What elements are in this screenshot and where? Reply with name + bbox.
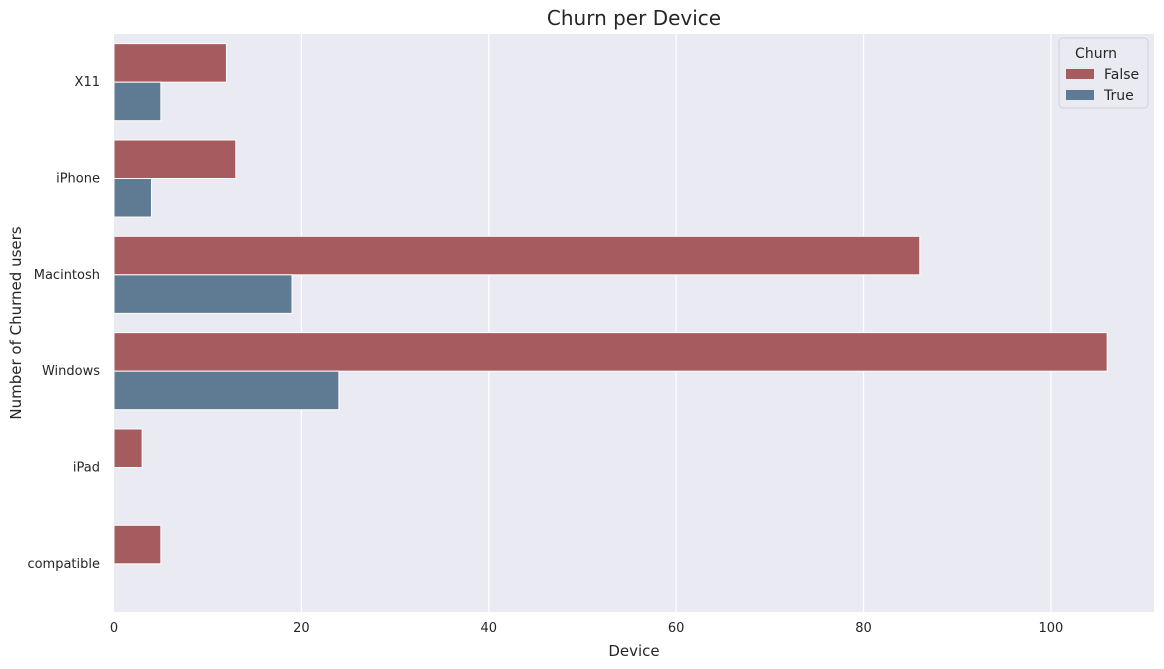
bar-macintosh-true (113, 274, 293, 314)
bar-iphone-true (113, 178, 152, 218)
legend-swatch-false (1066, 69, 1094, 79)
legend-label-true: True (1103, 88, 1134, 104)
x-axis-label: Device (608, 642, 659, 660)
x-tick-label: 20 (293, 621, 310, 636)
y-tick-labels: X11 iPhone Macintosh Windows iPad compatible (27, 75, 100, 572)
bar-x11-false (113, 43, 227, 83)
legend: Churn False True (1058, 37, 1149, 109)
y-tick-label-macintosh: Macintosh (34, 268, 100, 283)
bar-x11-true (113, 81, 162, 122)
gridlines (300, 34, 1052, 612)
y-axis-label: Number of Churned users (7, 226, 25, 419)
y-tick-label-ipad: iPad (73, 461, 100, 476)
bar-windows-false (113, 332, 1108, 372)
chart-title: Churn per Device (547, 6, 721, 30)
x-tick-labels: 0 20 40 60 80 100 (110, 621, 1063, 636)
y-tick-label-compatible: compatible (27, 557, 100, 572)
x-tick-label: 0 (110, 621, 118, 636)
x-tick-label: 60 (668, 621, 685, 636)
legend-swatch-true (1066, 90, 1094, 100)
y-tick-label-iphone: iPhone (56, 172, 100, 187)
x-tick-label: 100 (1039, 621, 1064, 636)
bar-ipad-false (113, 428, 143, 469)
legend-title: Churn (1075, 46, 1117, 62)
x-tick-label: 40 (481, 621, 498, 636)
bar-macintosh-false (113, 235, 921, 276)
bar-windows-true (113, 370, 340, 411)
y-tick-label-x11: X11 (75, 75, 100, 90)
legend-label-false: False (1104, 67, 1139, 83)
bar-iphone-false (113, 139, 237, 179)
bars (113, 43, 1108, 565)
x-tick-label: 80 (855, 621, 872, 636)
y-tick-label-windows: Windows (42, 364, 100, 379)
plot-background (114, 34, 1154, 612)
bar-compatible-false (113, 524, 162, 565)
